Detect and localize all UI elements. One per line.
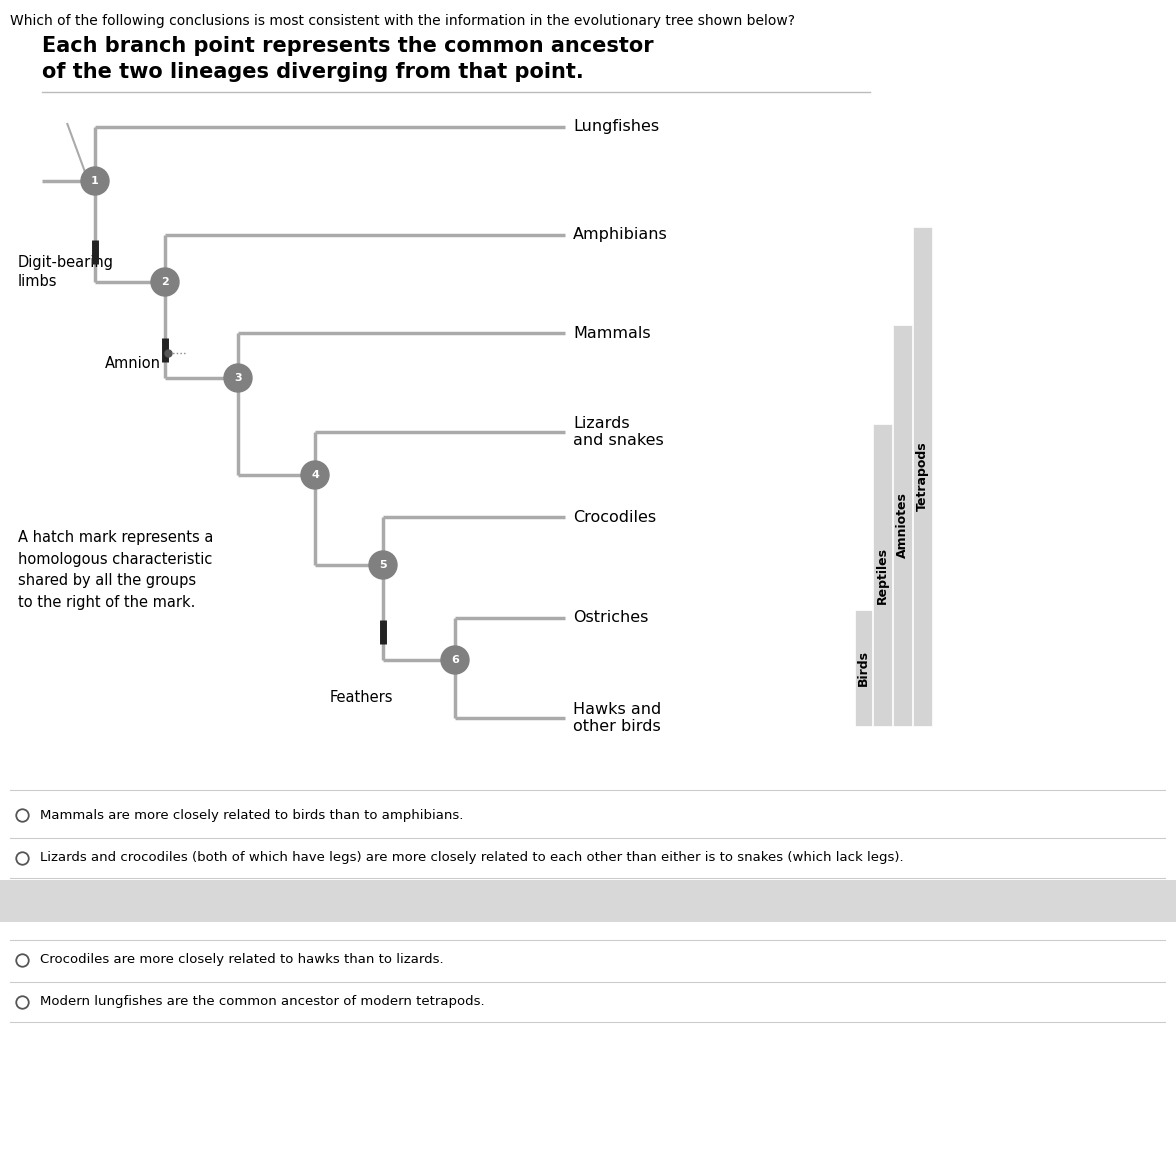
Circle shape bbox=[151, 268, 179, 296]
Text: Tetrapods: Tetrapods bbox=[916, 441, 929, 511]
Bar bbox=[893, 325, 913, 726]
Text: Lizards
and snakes: Lizards and snakes bbox=[573, 416, 663, 448]
Circle shape bbox=[81, 167, 109, 195]
Text: Crocodiles are more closely related to hawks than to lizards.: Crocodiles are more closely related to h… bbox=[40, 953, 443, 966]
Text: Hawks and
other birds: Hawks and other birds bbox=[573, 701, 661, 734]
Text: Feathers: Feathers bbox=[330, 690, 394, 705]
Circle shape bbox=[441, 646, 469, 675]
Bar bbox=[855, 610, 871, 726]
Bar bbox=[873, 424, 893, 726]
Circle shape bbox=[301, 461, 329, 489]
Text: Digit-bearing
limbs: Digit-bearing limbs bbox=[18, 254, 114, 289]
Text: Mammals: Mammals bbox=[573, 325, 650, 340]
Text: 4: 4 bbox=[312, 470, 319, 479]
Text: A hatch mark represents a
homologous characteristic
shared by all the groups
to : A hatch mark represents a homologous cha… bbox=[18, 531, 213, 610]
Text: Modern lungfishes are the common ancestor of modern tetrapods.: Modern lungfishes are the common ancesto… bbox=[40, 995, 485, 1009]
Text: Lungfishes: Lungfishes bbox=[573, 120, 659, 135]
Text: Amnion: Amnion bbox=[105, 355, 161, 370]
Circle shape bbox=[369, 551, 397, 579]
Text: 5: 5 bbox=[379, 560, 387, 570]
Text: Which of the following conclusions is most consistent with the information in th: Which of the following conclusions is mo… bbox=[11, 14, 795, 28]
Text: 6: 6 bbox=[452, 655, 459, 665]
Circle shape bbox=[223, 365, 252, 392]
Text: Mammals are more closely related to birds than to amphibians.: Mammals are more closely related to bird… bbox=[40, 808, 463, 822]
Text: Birds: Birds bbox=[857, 650, 870, 686]
Text: of the two lineages diverging from that point.: of the two lineages diverging from that … bbox=[42, 62, 583, 82]
Text: 1: 1 bbox=[91, 176, 99, 186]
Text: 3: 3 bbox=[234, 373, 242, 383]
Bar bbox=[0, 880, 1176, 922]
Text: Amphibians: Amphibians bbox=[573, 228, 668, 243]
Text: 2: 2 bbox=[161, 277, 169, 287]
Text: Crocodiles: Crocodiles bbox=[573, 510, 656, 525]
Text: Reptiles: Reptiles bbox=[876, 547, 889, 604]
Text: Amniotes: Amniotes bbox=[896, 492, 909, 558]
Text: Each branch point represents the common ancestor: Each branch point represents the common … bbox=[42, 36, 654, 56]
Text: Ostriches: Ostriches bbox=[573, 611, 648, 626]
Text: Lizards and crocodiles (both of which have legs) are more closely related to eac: Lizards and crocodiles (both of which ha… bbox=[40, 851, 903, 865]
Bar bbox=[913, 228, 933, 726]
